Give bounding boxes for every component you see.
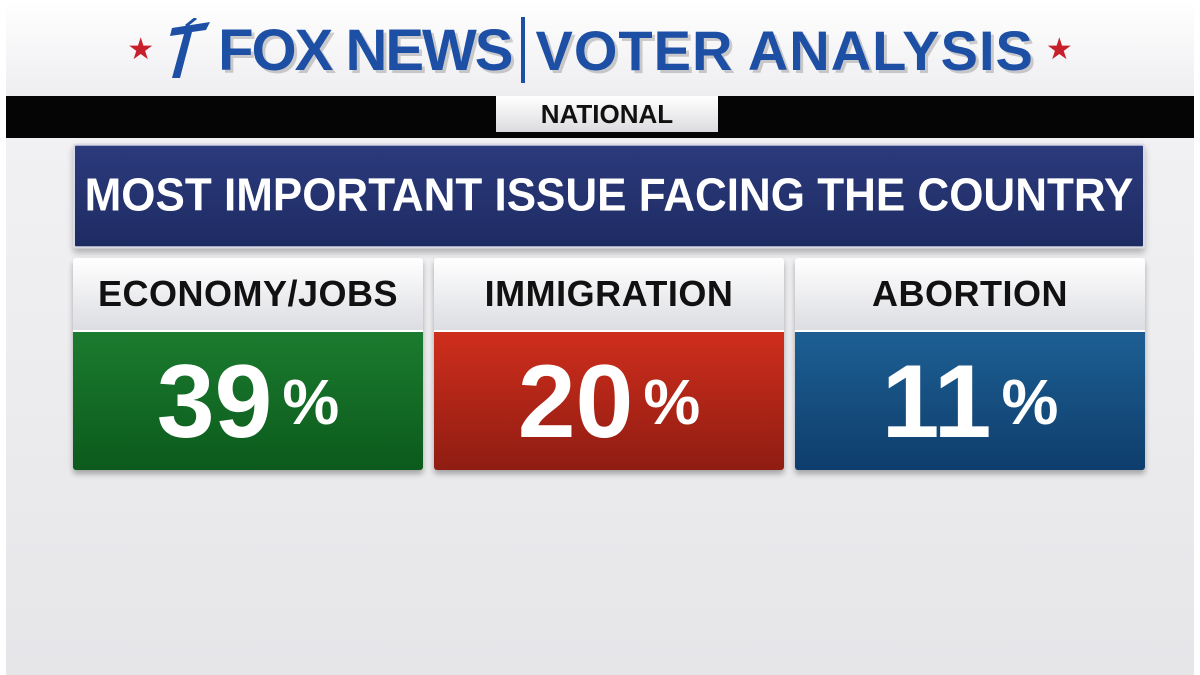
scope-label: NATIONAL [496,96,718,132]
result-value-box: 11% [795,330,1145,470]
result-value-box: 39% [73,330,423,470]
percent-sign: % [643,366,701,438]
result-value: 11 [881,343,992,460]
graphic-frame: ★ FOX NEWS VOTER ANALYSIS ★ NATIONAL MOS… [6,0,1194,675]
fox-news-logo-icon [170,18,211,78]
result-value-box: 20% [434,330,784,470]
result-value: 39 [156,343,273,460]
results-cards: ECONOMY/JOBS 39% IMMIGRATION 20% ABORTIO… [73,258,1145,470]
result-label: IMMIGRATION [434,258,784,330]
percent-sign: % [1001,366,1059,438]
brand-name: FOX NEWS [218,17,513,83]
question-banner: MOST IMPORTANT ISSUE FACING THE COUNTRY [73,143,1145,249]
star-icon: ★ [1045,33,1073,66]
scope-bar: NATIONAL [6,96,1194,138]
star-icon: ★ [127,33,155,66]
header: ★ FOX NEWS VOTER ANALYSIS ★ [6,0,1194,96]
result-label: ABORTION [795,258,1145,330]
brand-divider [521,17,526,83]
result-value: 20 [517,343,634,460]
result-card-immigration: IMMIGRATION 20% [434,258,784,470]
result-label: ECONOMY/JOBS [73,258,423,330]
percent-sign: % [282,366,340,438]
page-title: VOTER ANALYSIS [535,18,1034,82]
result-card-abortion: ABORTION 11% [795,258,1145,470]
result-card-economy: ECONOMY/JOBS 39% [73,258,423,470]
brand-row: ★ FOX NEWS VOTER ANALYSIS ★ [6,10,1194,90]
